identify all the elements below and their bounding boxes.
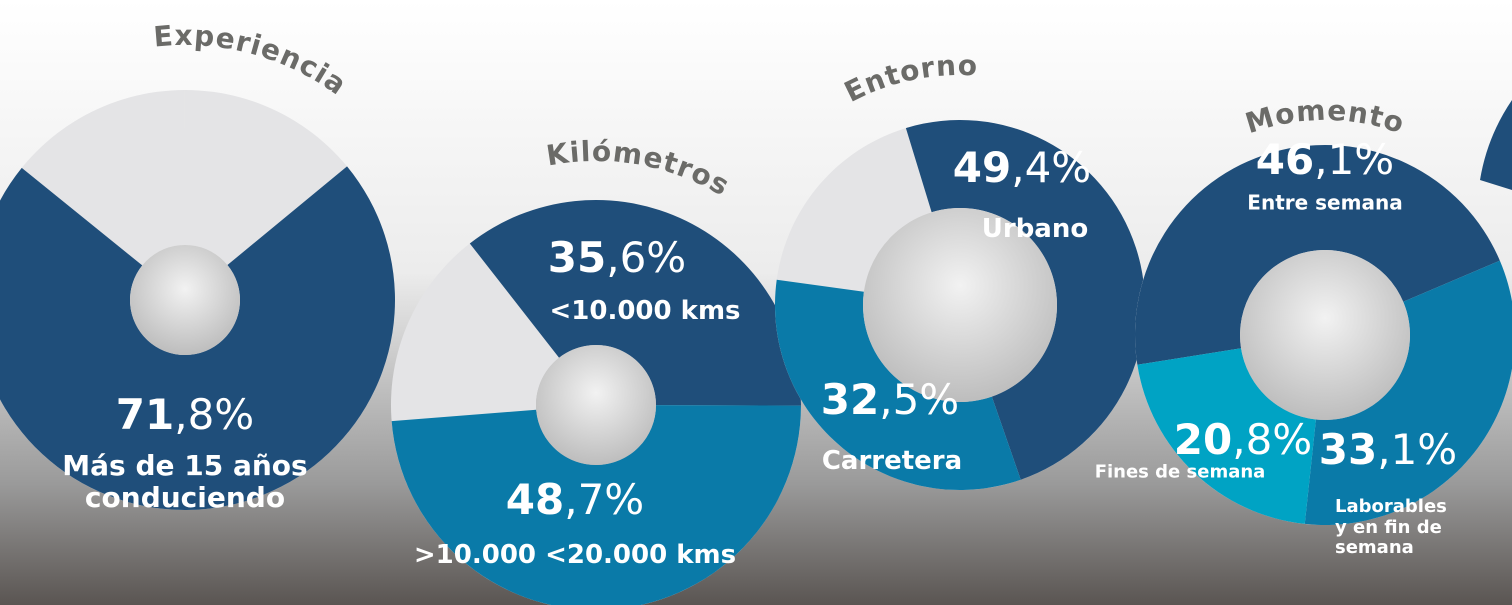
category-label: Carretera xyxy=(822,447,962,477)
value-label: 48,7% xyxy=(506,476,644,524)
page: ExperienciaKilómetrosEntornoMomento 71,8… xyxy=(0,0,1512,605)
value-label: 71,8% xyxy=(116,391,254,439)
pie-hole xyxy=(536,345,656,465)
category-label: Urbano xyxy=(982,215,1088,245)
chart: ExperienciaKilómetrosEntornoMomento xyxy=(0,0,1512,605)
category-label: Más de 15 años conduciendo xyxy=(40,450,330,514)
infographic: ExperienciaKilómetrosEntornoMomento 71,8… xyxy=(0,0,1512,605)
value-label: 33,1% xyxy=(1319,426,1457,474)
category-label: >10.000 <20.000 kms xyxy=(414,541,736,571)
value-label: 35,6% xyxy=(548,234,686,282)
value-label: 20,8% xyxy=(1174,416,1312,464)
category-label: Fines de semana xyxy=(1095,463,1266,484)
category-label: Entre semana xyxy=(1247,192,1402,215)
pie-hole xyxy=(1240,250,1410,420)
category-label: Laborables y en fin de semana xyxy=(1335,497,1455,559)
value-label: 49,4% xyxy=(953,144,1091,192)
value-label: 32,5% xyxy=(821,376,959,424)
category-label: <10.000 kms xyxy=(549,297,740,327)
pie-hole xyxy=(130,245,240,355)
value-label: 46,1% xyxy=(1256,136,1394,184)
